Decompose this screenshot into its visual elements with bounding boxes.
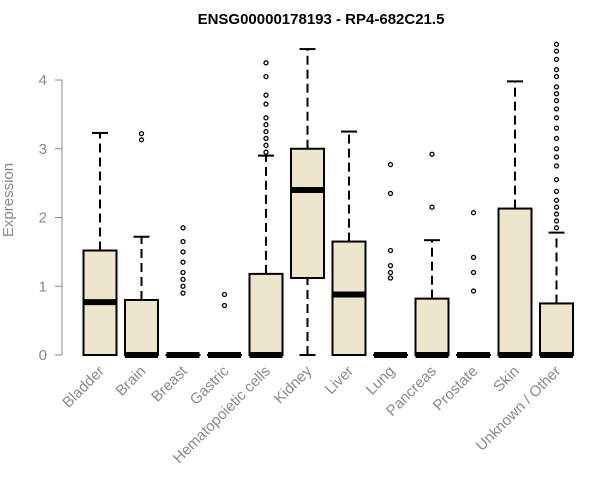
outlier-point — [180, 283, 186, 289]
box-group — [248, 60, 284, 358]
outlier-point — [387, 275, 394, 281]
outlier-point — [553, 211, 560, 217]
box-group — [82, 131, 118, 356]
outlier-point — [553, 67, 560, 73]
x-tick-label-1: Brain — [113, 363, 150, 400]
outlier-point — [553, 204, 560, 210]
outlier-point — [263, 135, 269, 142]
box-rect — [290, 147, 325, 279]
box-group — [124, 130, 159, 358]
y-tick-label-3: 3 — [39, 141, 47, 158]
outlier-point — [263, 142, 269, 148]
outlier-point — [553, 125, 560, 131]
y-tick-label-2: 2 — [39, 210, 47, 227]
outlier-point — [553, 163, 560, 169]
outlier-point — [263, 128, 269, 135]
outlier-point — [263, 73, 269, 80]
box-rect — [124, 299, 159, 356]
y-tick-label-4: 4 — [39, 72, 47, 89]
outlier-point — [138, 130, 145, 137]
outlier-point — [470, 288, 477, 294]
outlier-point — [180, 238, 186, 245]
outlier-point — [553, 115, 560, 121]
outlier-point — [553, 41, 560, 47]
box-group — [414, 151, 450, 358]
box-rect — [414, 297, 450, 356]
y-tick-label-1: 1 — [39, 278, 47, 295]
outlier-point — [180, 225, 186, 231]
x-tick-label-9: Prostate — [430, 363, 482, 415]
outlier-point — [180, 249, 186, 255]
outlier-point — [553, 177, 560, 183]
outlier-point — [553, 146, 560, 152]
outlier-point — [553, 56, 560, 63]
outlier-point — [553, 218, 560, 224]
outlier-point — [553, 188, 560, 195]
outlier-point — [387, 262, 394, 269]
box-group — [373, 161, 408, 358]
x-tick-label-5: Kidney — [271, 362, 316, 407]
chart-title: ENSG00000178193 - RP4-682C21.5 — [198, 11, 445, 28]
x-tick-label-7: Lung — [363, 363, 399, 399]
y-axis-label: Expression — [0, 163, 17, 237]
outlier-point — [470, 210, 477, 216]
box-group — [539, 41, 574, 358]
outlier-point — [138, 137, 145, 143]
box-rect — [248, 272, 284, 356]
outlier-point — [180, 290, 186, 296]
box-rect — [331, 240, 367, 356]
outlier-point — [221, 302, 228, 309]
outlier-point — [387, 161, 394, 168]
x-tick-label-10: Skin — [490, 363, 523, 396]
outlier-point — [221, 291, 228, 298]
outlier-point — [553, 135, 560, 142]
outlier-point — [429, 151, 435, 157]
outlier-point — [553, 106, 560, 112]
outlier-point — [553, 48, 560, 54]
outlier-point — [387, 247, 394, 254]
box-group — [165, 225, 201, 358]
box-group — [497, 80, 533, 358]
x-tick-label-6: Liver — [322, 363, 357, 398]
outlier-point — [263, 115, 269, 121]
outlier-point — [387, 269, 394, 276]
y-axis: 0 1 2 3 4 — [39, 72, 63, 364]
outlier-point — [553, 84, 560, 90]
box-group — [207, 291, 242, 358]
outlier-point — [180, 269, 186, 276]
box-group — [290, 48, 325, 356]
box-rect — [539, 302, 574, 356]
outlier-point — [553, 154, 560, 160]
x-tick-label-2: Breast — [148, 362, 191, 405]
outlier-point — [553, 197, 560, 203]
outlier-point — [180, 259, 186, 265]
box-series — [82, 41, 574, 358]
y-tick-label-0: 0 — [39, 347, 47, 364]
outlier-point — [553, 225, 560, 231]
outlier-point — [470, 254, 477, 261]
outlier-point — [263, 122, 269, 128]
x-tick-label-0: Bladder — [59, 363, 108, 412]
box-rect — [497, 207, 533, 356]
outlier-point — [387, 190, 394, 197]
outlier-point — [263, 149, 269, 155]
outlier-point — [263, 101, 269, 107]
outlier-point — [553, 97, 560, 104]
box-group — [456, 210, 491, 358]
outlier-point — [263, 60, 269, 66]
outlier-point — [180, 276, 186, 283]
outlier-point — [263, 92, 269, 98]
outlier-point — [429, 204, 435, 210]
outlier-point — [470, 269, 477, 276]
outlier-point — [553, 91, 560, 97]
box-group — [331, 130, 367, 356]
outlier-point — [553, 73, 560, 80]
